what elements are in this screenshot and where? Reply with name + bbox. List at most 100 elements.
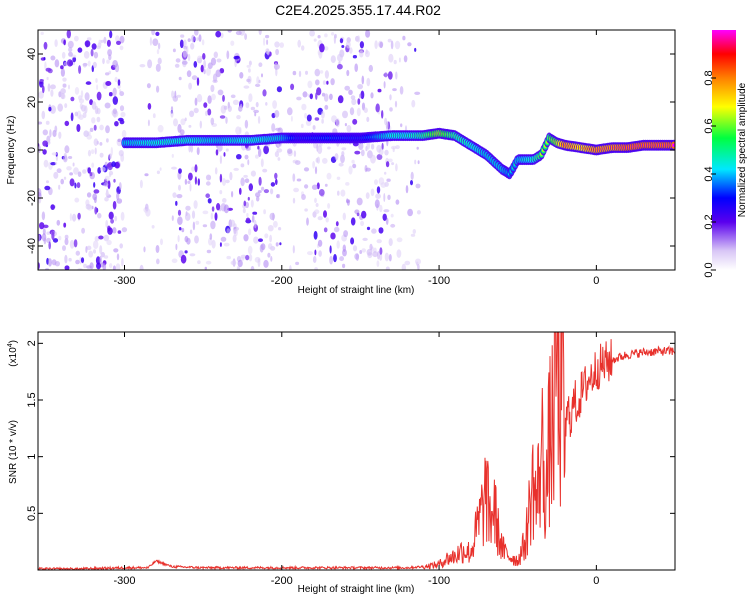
noise-blob <box>375 194 381 199</box>
noise-blob <box>397 249 402 258</box>
noise-blob <box>58 236 61 241</box>
noise-blob <box>374 179 378 185</box>
noise-blob <box>265 48 269 54</box>
noise-blob <box>314 250 316 256</box>
noise-blob <box>185 213 191 221</box>
noise-blob <box>371 228 377 233</box>
noise-blob <box>230 220 236 227</box>
noise-blob <box>287 107 293 115</box>
noise-blob <box>251 200 254 208</box>
snr-x-ticks: -300 -200 -100 0 <box>113 332 599 587</box>
noise-blob <box>266 40 268 45</box>
snr-y-label: SNR (10 * v/v) <box>8 420 19 484</box>
noise-blob <box>376 145 381 153</box>
noise-blob <box>112 227 116 233</box>
noise-blob <box>239 72 243 79</box>
noise-blob <box>248 246 253 255</box>
noise-blob <box>357 198 363 206</box>
noise-blob <box>335 153 339 160</box>
noise-blob <box>57 220 61 226</box>
noise-blob <box>415 259 421 265</box>
noise-blob <box>366 192 370 199</box>
noise-blob <box>109 31 112 39</box>
noise-blob <box>99 256 102 264</box>
noise-blob <box>205 111 208 116</box>
noise-blob <box>411 100 415 108</box>
noise-blob <box>117 253 119 260</box>
noise-blob <box>263 209 266 214</box>
noise-blob <box>218 90 224 96</box>
noise-blob <box>337 64 343 70</box>
noise-blob <box>379 247 382 255</box>
noise-blob <box>42 85 45 93</box>
noise-blob <box>253 110 259 113</box>
noise-blob <box>324 93 329 101</box>
noise-blob <box>64 177 66 180</box>
noise-blob <box>299 71 301 77</box>
noise-blob <box>140 265 144 274</box>
noise-blob <box>91 49 94 57</box>
noise-blob <box>264 233 268 238</box>
noise-blob <box>379 227 384 233</box>
noise-blob <box>357 35 360 42</box>
noise-blob <box>315 166 317 174</box>
noise-blob <box>55 59 60 67</box>
noise-blob <box>171 106 173 111</box>
noise-blob <box>170 111 173 118</box>
colorbar-tick-label: 0.6 <box>703 118 715 133</box>
noise-blob <box>323 80 326 85</box>
noise-blob <box>318 35 321 38</box>
noise-blob <box>160 239 163 246</box>
noise-blob <box>175 201 177 206</box>
noise-blob <box>105 103 111 109</box>
snr-panel: -300 -200 -100 0 0.511.52 Height of straigh… <box>7 262 675 596</box>
noise-blob <box>370 92 373 98</box>
noise-blob <box>253 237 259 244</box>
noise-blob <box>392 88 397 91</box>
noise-blob <box>357 98 360 105</box>
noise-blob <box>144 173 148 176</box>
noise-blob <box>254 112 256 116</box>
noise-blob <box>74 198 79 203</box>
y-tick-label: 0.5 <box>26 506 38 521</box>
noise-blob <box>410 180 413 185</box>
noise-blob <box>185 236 189 242</box>
noise-blob <box>258 258 261 267</box>
noise-blob <box>233 100 239 105</box>
noise-blob <box>351 160 354 164</box>
snr-y-ticks: 0.5 1 1.5 2 <box>26 340 675 521</box>
noise-blob <box>121 258 124 266</box>
noise-blob <box>333 254 337 262</box>
noise-blob <box>258 148 261 157</box>
noise-blob <box>313 125 316 130</box>
noise-blob <box>76 124 80 132</box>
noise-blob <box>366 168 371 172</box>
noise-blob <box>301 124 304 128</box>
noise-blob <box>195 221 199 225</box>
noise-blob <box>206 261 212 265</box>
noise-blob <box>53 172 58 179</box>
noise-blob <box>68 85 70 90</box>
noise-blob <box>270 256 272 262</box>
noise-blob <box>345 123 347 126</box>
noise-blob <box>336 221 339 226</box>
chart-title: C2E4.2025.355.17.44.R02 <box>275 2 441 18</box>
noise-blob <box>273 221 278 228</box>
y-tick-label: -40 <box>26 238 38 254</box>
noise-blob <box>340 38 343 43</box>
noise-blob <box>46 68 52 72</box>
noise-blob <box>348 166 352 175</box>
noise-blob <box>224 152 226 157</box>
noise-blob <box>395 145 400 149</box>
noise-blob <box>113 96 118 105</box>
noise-blob <box>339 163 344 167</box>
noise-blob <box>194 235 199 243</box>
noise-blob <box>78 65 81 74</box>
noise-blob <box>113 108 117 114</box>
noise-blob <box>249 183 253 191</box>
noise-blob <box>143 246 145 252</box>
noise-blob <box>178 235 180 242</box>
noise-blob <box>326 217 329 222</box>
noise-blob <box>341 45 344 48</box>
noise-blob <box>252 212 257 215</box>
